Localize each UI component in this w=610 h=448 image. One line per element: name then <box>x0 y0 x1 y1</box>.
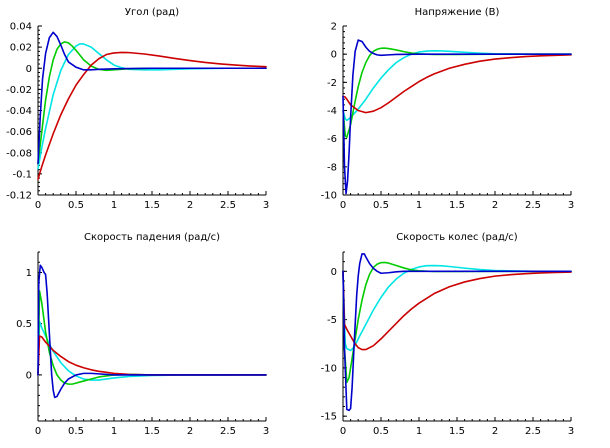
y-tick-label: -4 <box>327 106 337 117</box>
series-line-red <box>37 51 267 180</box>
x-tick-label: 1 <box>416 426 422 437</box>
chart-title: Скорость падения (рад/с) <box>84 232 220 243</box>
x-tick-label: 2.5 <box>525 200 541 211</box>
y-tick-label: -5 <box>327 315 337 326</box>
y-tick-label: -0.06 <box>6 127 32 138</box>
x-tick-label: 2 <box>492 426 498 437</box>
y-tick-label: -0.12 <box>6 191 32 202</box>
x-tick-label: 3 <box>263 200 269 211</box>
x-tick-label: 2.5 <box>220 426 236 437</box>
x-tick-label: 0.5 <box>68 426 84 437</box>
y-tick-label: 0 <box>26 370 32 381</box>
x-tick-label: 2 <box>492 200 498 211</box>
y-tick-label: -0.02 <box>6 85 32 96</box>
y-tick-label: 0.02 <box>10 43 32 54</box>
y-tick-label: 2 <box>331 22 337 33</box>
y-tick-label: 0.04 <box>10 22 32 33</box>
x-tick-label: 1.5 <box>144 200 160 211</box>
x-tick-label: 1.5 <box>449 426 465 437</box>
x-tick-label: 1 <box>416 200 422 211</box>
x-tick-label: 3 <box>568 426 574 437</box>
y-tick-label: -0.08 <box>6 148 32 159</box>
chart-title: Напряжение (В) <box>415 7 500 18</box>
plot-angle: Угол (рад) 0 0.5 1 1.5 2 2.5 3 -0.12 -0.1 -0.08 -0… <box>6 7 269 211</box>
plot-fall-velocity: Скорость падения (рад/с) 0 0.5 1 1.5 2 2.5 3 0 0… <box>16 232 269 437</box>
x-tick-label: 1 <box>111 426 117 437</box>
y-tick-label: 0 <box>331 267 337 278</box>
y-tick-label: -6 <box>327 134 337 145</box>
plot-wheel-velocity: Скорость колес (рад/с) 0 0.5 1 1.5 2 2.5 3 -15 -… <box>321 232 575 437</box>
series-line-blue <box>37 264 267 399</box>
y-tick-label: -2 <box>327 78 337 89</box>
x-tick-label: 2 <box>187 426 193 437</box>
x-tick-label: 0.5 <box>68 200 84 211</box>
series-line-cyan <box>342 49 572 122</box>
y-tick-label: -0.04 <box>6 106 32 117</box>
x-tick-label: 3 <box>263 426 269 437</box>
y-tick-label: -15 <box>321 412 337 423</box>
x-tick-label: 0.5 <box>373 426 389 437</box>
series-line-red <box>342 54 572 114</box>
x-tick-label: 2.5 <box>220 200 236 211</box>
y-tick-label: 0 <box>331 50 337 61</box>
chart-title: Угол (рад) <box>125 7 179 18</box>
plot-voltage: Напряжение (В) 0 0.5 1 1.5 2 2.5 3 -10 -8 -6 -4 -2 0… <box>321 7 575 211</box>
chart-title: Скорость колес (рад/с) <box>396 232 518 243</box>
x-tick-label: 1.5 <box>449 200 465 211</box>
x-tick-label: 1.5 <box>144 426 160 437</box>
series-line-cyan <box>37 320 229 381</box>
x-tick-label: 1 <box>111 200 117 211</box>
x-tick-label: 3 <box>568 200 574 211</box>
x-tick-label: 2 <box>187 200 193 211</box>
series-line-blue <box>342 253 572 412</box>
x-tick-label: 2.5 <box>525 426 541 437</box>
series-line-cyan <box>37 43 267 170</box>
y-tick-label: -10 <box>321 191 337 202</box>
x-tick-label: 0 <box>340 200 346 211</box>
y-tick-label: 0.5 <box>16 319 32 330</box>
y-tick-label: 0 <box>26 64 32 75</box>
y-tick-label: -10 <box>321 363 337 374</box>
x-tick-label: 0 <box>35 200 41 211</box>
x-tick-label: 0 <box>35 426 41 437</box>
series-line-blue <box>342 39 572 195</box>
x-tick-label: 0 <box>340 426 346 437</box>
y-tick-label: 1 <box>26 268 32 279</box>
series-line-blue <box>37 31 267 165</box>
x-tick-label: 0.5 <box>373 200 389 211</box>
y-tick-label: -0.1 <box>12 169 32 180</box>
y-tick-label: -8 <box>327 162 337 173</box>
